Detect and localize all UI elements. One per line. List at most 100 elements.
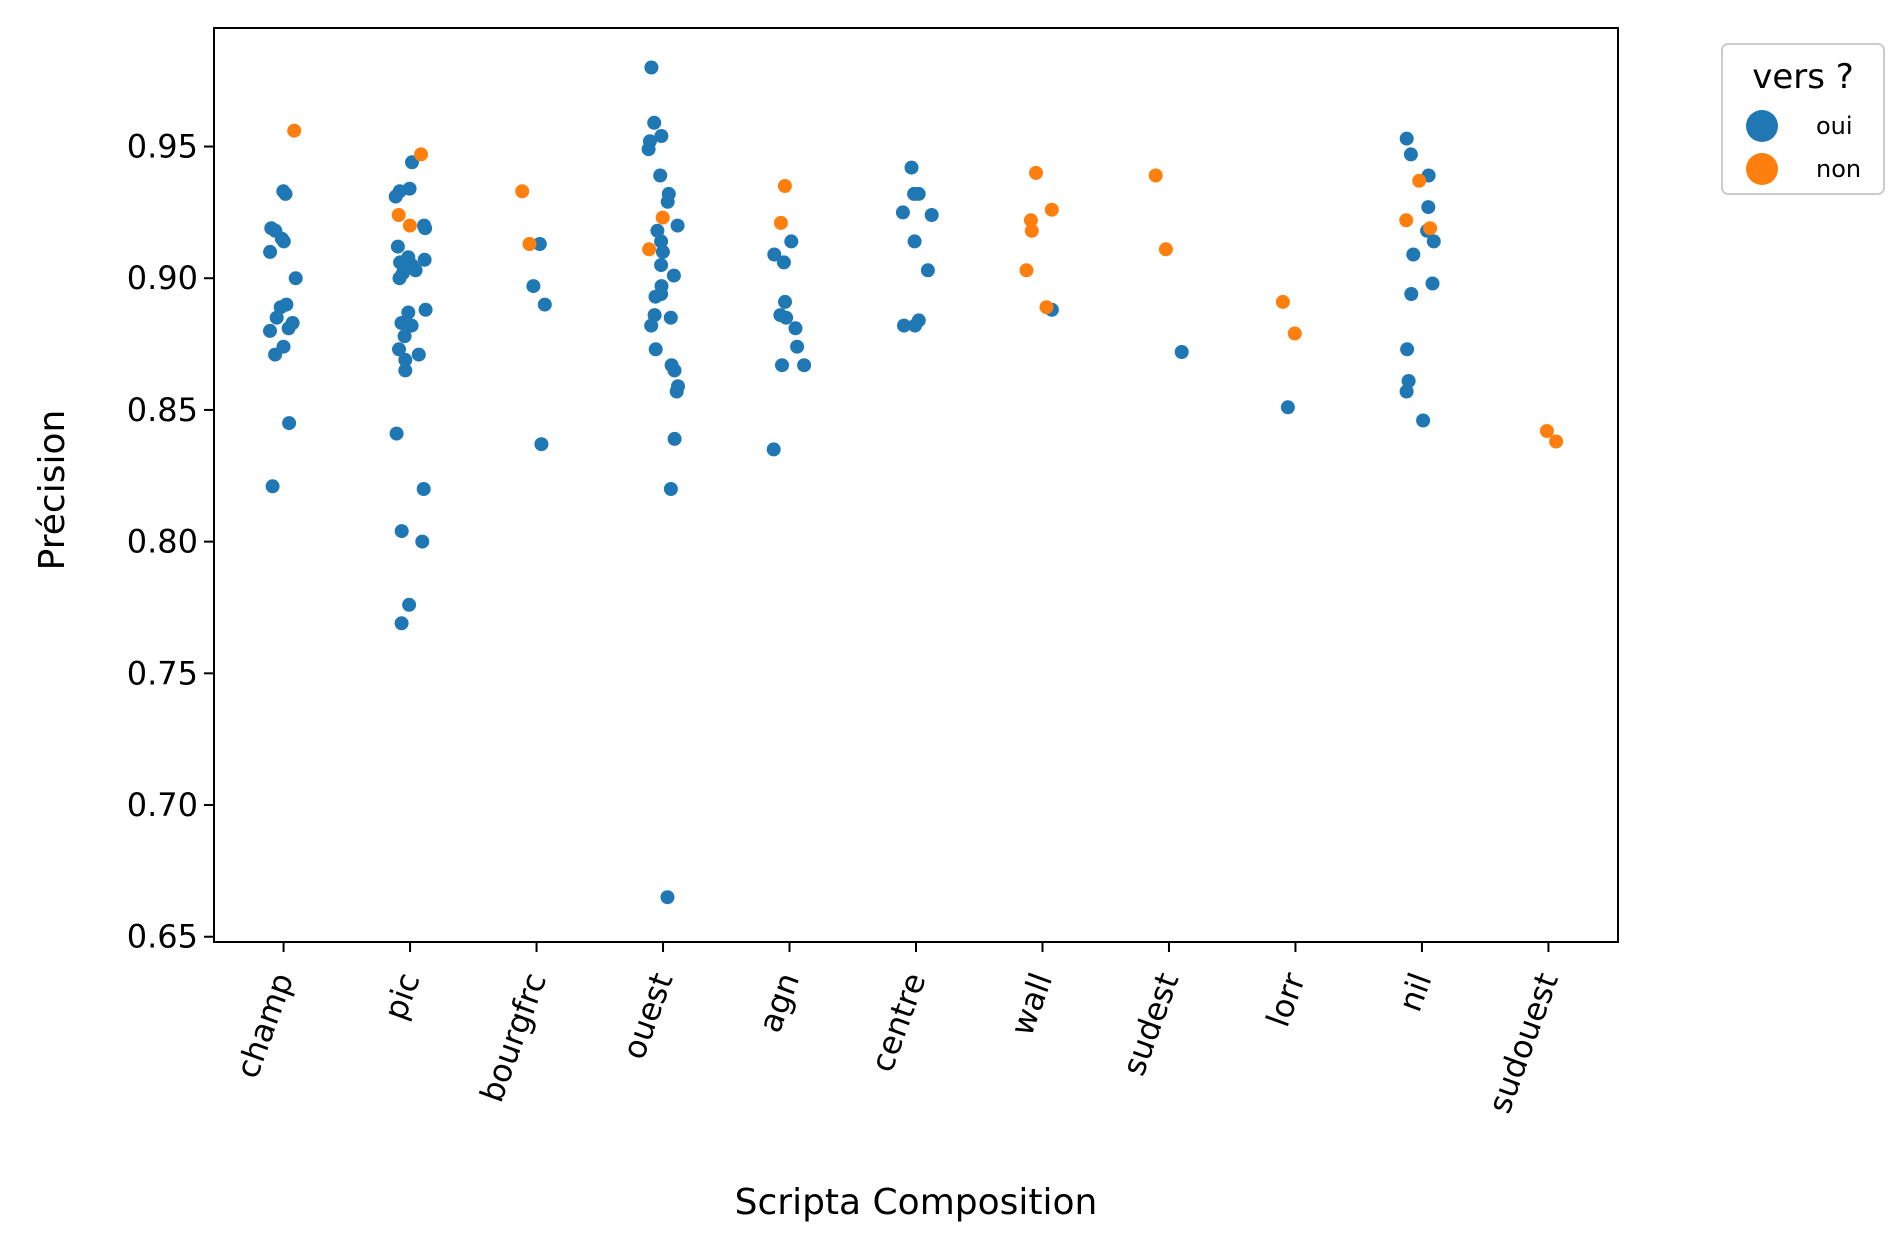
data-point-oui <box>288 271 303 286</box>
y-tick-label: 0.95 <box>127 128 198 166</box>
data-point-oui <box>263 323 277 338</box>
data-point-non <box>402 218 417 233</box>
data-point-oui <box>647 115 662 130</box>
data-point-oui <box>417 252 432 267</box>
data-point-oui <box>278 186 293 201</box>
data-point-non <box>1412 173 1427 188</box>
data-point-oui <box>655 244 670 259</box>
data-point-oui <box>797 358 812 373</box>
data-point-oui <box>534 437 549 452</box>
data-point-oui <box>1403 147 1418 162</box>
data-point-oui <box>766 442 781 457</box>
data-point-non <box>522 237 537 251</box>
y-tick-label: 0.70 <box>127 786 198 824</box>
data-point-non <box>1024 223 1039 238</box>
data-point-non <box>391 208 406 222</box>
data-point-oui <box>265 479 280 494</box>
x-tick-label-sudouest: sudouest <box>1480 968 1566 1118</box>
data-point-non <box>642 242 657 257</box>
data-point-oui <box>268 347 283 362</box>
data-point-oui <box>402 597 417 612</box>
data-point-oui <box>418 302 433 317</box>
data-point-non <box>1148 168 1163 183</box>
data-point-oui <box>647 308 662 323</box>
data-point-non <box>1019 263 1034 278</box>
data-point-oui <box>660 890 675 905</box>
data-point-oui <box>404 318 419 333</box>
x-tick-label-wall: wall <box>1003 968 1060 1041</box>
data-point-oui <box>654 234 669 249</box>
x-tick-label-lorr: lorr <box>1259 967 1314 1032</box>
data-point-oui <box>269 310 284 325</box>
data-point-oui <box>788 321 803 336</box>
data-point-oui <box>778 294 792 309</box>
legend: vers ? oui non <box>1721 43 1885 195</box>
data-point-oui <box>784 234 799 249</box>
data-point-oui <box>1406 247 1421 262</box>
data-point-non <box>414 147 428 162</box>
data-point-oui <box>1280 400 1295 415</box>
data-point-non <box>777 179 792 193</box>
data-point-non <box>1399 213 1414 228</box>
data-point-oui <box>907 186 922 201</box>
plot-background <box>214 28 1618 942</box>
x-tick-label-bourgfrc: bourgfrc <box>472 968 554 1107</box>
data-point-oui <box>644 60 659 75</box>
data-point-oui <box>405 155 419 170</box>
data-point-oui <box>390 239 405 254</box>
legend-label-non: non <box>1816 155 1861 183</box>
data-point-oui <box>532 237 547 251</box>
data-point-oui <box>666 268 681 283</box>
x-tick-label-sudest: sudest <box>1114 968 1186 1081</box>
points-layer <box>263 60 1564 905</box>
data-point-oui <box>1400 342 1415 357</box>
data-point-oui <box>650 223 665 238</box>
data-point-oui <box>767 247 782 262</box>
data-point-non <box>1044 202 1059 217</box>
data-point-oui <box>667 363 682 378</box>
data-point-oui <box>1426 234 1441 249</box>
data-point-oui <box>394 524 409 539</box>
y-tick-label: 0.80 <box>127 523 198 561</box>
y-axis-title: Précision <box>32 410 73 571</box>
data-point-oui <box>924 208 939 222</box>
data-point-oui <box>537 297 552 312</box>
data-point-non <box>655 210 670 225</box>
x-tick-label-nil: nil <box>1391 968 1440 1017</box>
data-point-non <box>1029 165 1043 180</box>
data-point-oui <box>397 329 412 344</box>
data-point-oui <box>401 305 416 320</box>
data-point-non <box>1549 434 1564 449</box>
data-point-oui <box>389 426 404 441</box>
data-point-oui <box>790 339 805 354</box>
data-point-oui <box>526 279 541 294</box>
x-tick-label-centre: centre <box>863 968 934 1077</box>
legend-marker-oui <box>1746 110 1778 142</box>
data-point-oui <box>907 234 922 249</box>
data-point-oui <box>411 347 426 362</box>
data-point-oui <box>660 194 675 209</box>
data-point-oui <box>398 352 413 367</box>
data-point-oui <box>908 318 922 333</box>
x-tick-label-champ: champ <box>228 968 301 1083</box>
x-tick-label-ouest: ouest <box>614 968 680 1064</box>
x-tick-label-pic: pic <box>376 968 428 1025</box>
data-point-oui <box>1401 374 1416 388</box>
data-point-oui <box>654 129 669 143</box>
data-point-oui <box>1404 287 1419 301</box>
data-point-oui <box>418 221 433 236</box>
x-axis-title: Scripta Composition <box>735 1182 1098 1223</box>
data-point-non <box>515 184 530 199</box>
legend-title: vers ? <box>1752 57 1854 97</box>
data-point-oui <box>1421 200 1436 215</box>
legend-marker-non <box>1746 153 1778 185</box>
x-tick-label-agn: agn <box>751 968 807 1038</box>
data-point-oui <box>667 431 682 446</box>
data-point-non <box>1287 326 1302 341</box>
data-point-oui <box>388 189 403 204</box>
data-point-oui <box>904 160 919 175</box>
data-point-oui <box>398 363 413 378</box>
data-point-oui <box>1174 345 1189 359</box>
y-tick-label: 0.75 <box>127 654 198 692</box>
data-point-oui <box>670 218 685 233</box>
